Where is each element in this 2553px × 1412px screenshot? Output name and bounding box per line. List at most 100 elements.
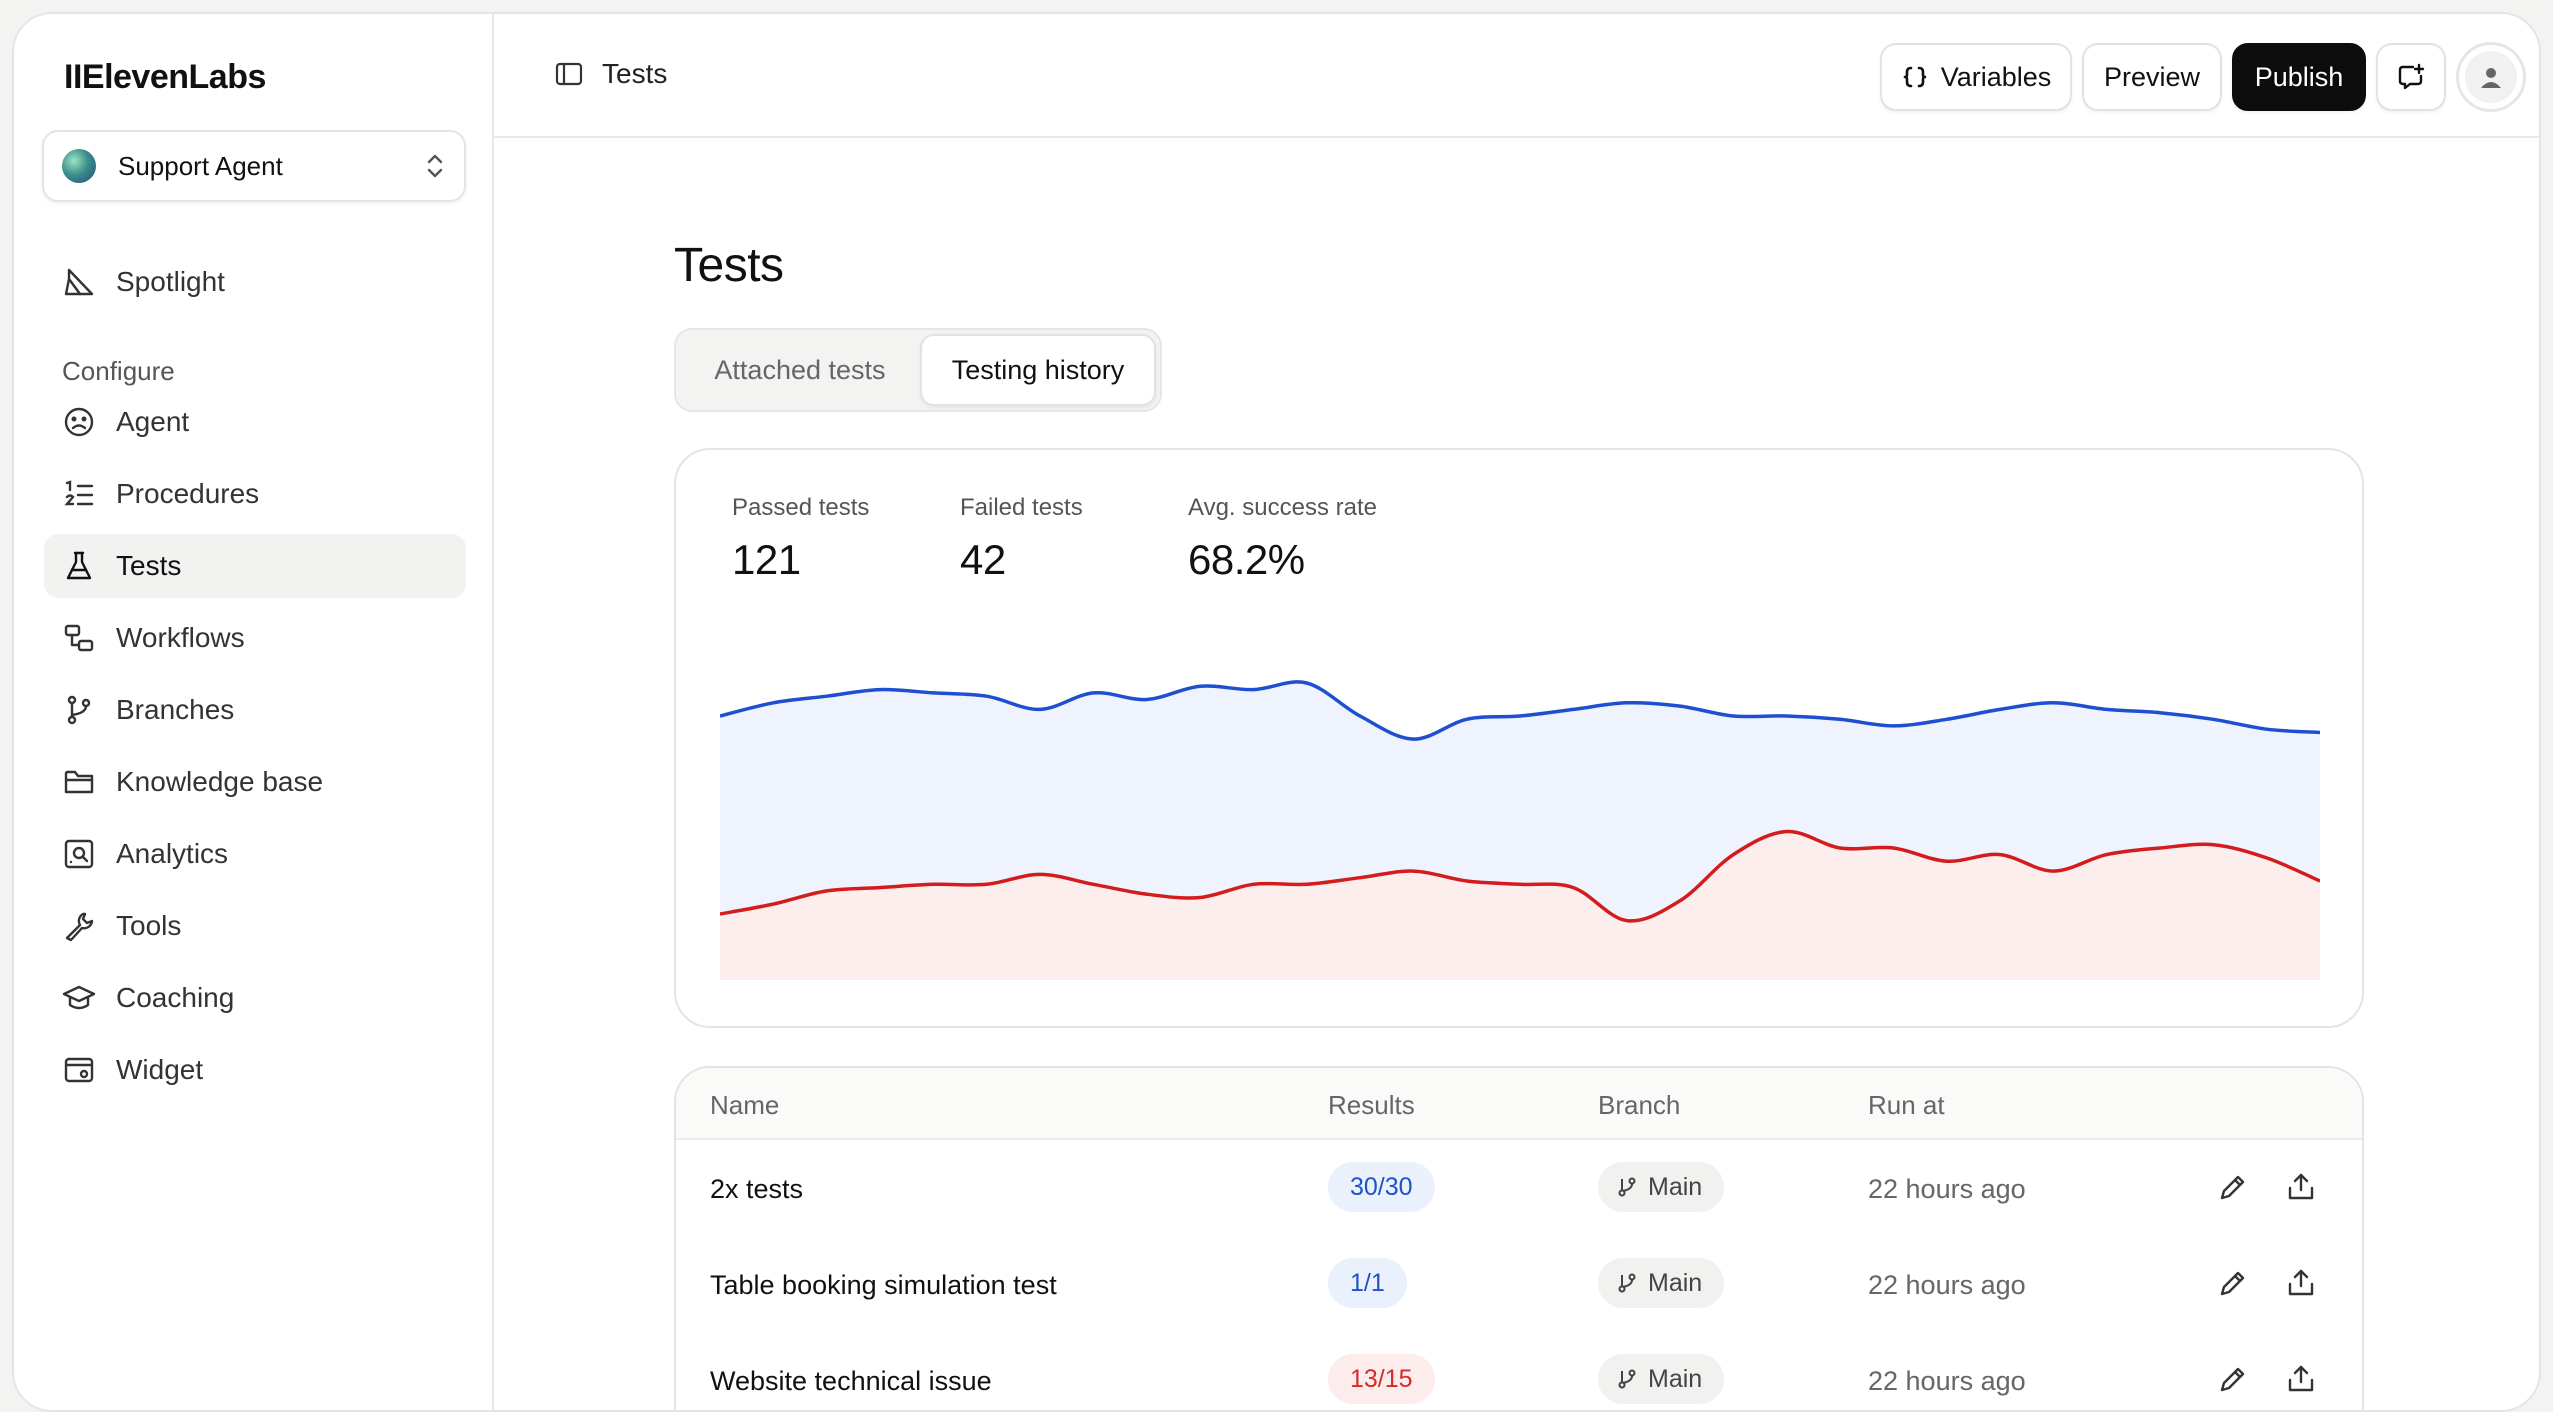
edit-icon[interactable] bbox=[2216, 1266, 2250, 1300]
variables-button-label: Variables bbox=[1940, 61, 2052, 92]
sidebar-item-analytics[interactable]: Analytics bbox=[44, 822, 466, 886]
test-runs-table: Name Results Branch Run at 2x tests 30/3… bbox=[674, 1066, 2364, 1410]
table-row[interactable]: Table booking simulation test 1/1 Main 2… bbox=[676, 1236, 2362, 1332]
stat-value: 68.2% bbox=[1188, 536, 1305, 583]
sidebar-item-workflows[interactable]: Workflows bbox=[44, 606, 466, 670]
branch-icon bbox=[1618, 1369, 1636, 1389]
publish-button[interactable]: Publish bbox=[2232, 43, 2366, 111]
stat-value: 121 bbox=[732, 536, 801, 583]
agent-name: Support Agent bbox=[118, 150, 283, 181]
sidebar-item-label: Workflows bbox=[116, 622, 245, 653]
sidebar-item-knowledge-base[interactable]: Knowledge base bbox=[44, 750, 466, 814]
stat-value: 42 bbox=[960, 536, 1006, 583]
result-badge: 1/1 bbox=[1328, 1258, 1407, 1308]
page-title: Tests bbox=[674, 239, 784, 292]
branch-label: Main bbox=[1648, 1364, 1703, 1393]
sidebar-item-label: Agent bbox=[116, 406, 190, 437]
sidebar-item-tests[interactable]: Tests bbox=[44, 534, 466, 598]
feedback-button[interactable] bbox=[2376, 43, 2446, 111]
tab-attached-tests[interactable]: Attached tests bbox=[714, 354, 886, 385]
test-name: 2x tests bbox=[710, 1174, 804, 1204]
logo: IIElevenLabs bbox=[64, 58, 266, 96]
spotlight-icon bbox=[64, 268, 94, 296]
edit-icon[interactable] bbox=[2216, 1170, 2250, 1204]
sidebar-item-widget[interactable]: Widget bbox=[44, 1038, 466, 1102]
sidebar-item-spotlight[interactable]: Spotlight bbox=[44, 250, 466, 314]
sidebar-item-branches[interactable]: Branches bbox=[44, 678, 466, 742]
sidebar-item-label: Branches bbox=[116, 694, 235, 725]
table-header: Name Results Branch Run at bbox=[676, 1068, 2362, 1140]
procedures-icon bbox=[64, 480, 94, 506]
sidebar-item-label: Analytics bbox=[116, 838, 229, 869]
test-name: Website technical issue bbox=[710, 1366, 992, 1396]
sidebar-item-label: Spotlight bbox=[116, 266, 225, 297]
upload-icon[interactable] bbox=[2284, 1362, 2318, 1396]
run-at: 22 hours ago bbox=[1868, 1270, 2026, 1300]
stat-label: Failed tests bbox=[960, 494, 1083, 521]
run-at: 22 hours ago bbox=[1868, 1174, 2026, 1204]
sidebar-item-label: Procedures bbox=[116, 478, 260, 509]
variables-button[interactable]: Variables bbox=[1880, 43, 2072, 111]
tabs: Attached tests Testing history bbox=[674, 328, 1162, 412]
stat-label: Passed tests bbox=[732, 494, 870, 521]
preview-button[interactable]: Preview bbox=[2082, 43, 2222, 111]
sidebar: IIElevenLabs Support Agent Spotlight Con… bbox=[14, 14, 494, 1410]
column-header-results[interactable]: Results bbox=[1328, 1090, 1415, 1120]
publish-button-label: Publish bbox=[2254, 61, 2344, 92]
analytics-icon bbox=[64, 839, 94, 869]
agent-selector[interactable]: Support Agent bbox=[42, 130, 466, 202]
upload-icon[interactable] bbox=[2284, 1170, 2318, 1204]
stat-failed: Failed tests 42 bbox=[960, 494, 1083, 584]
column-header-run-at[interactable]: Run at bbox=[1868, 1090, 1945, 1120]
sidebar-item-label: Tests bbox=[116, 550, 182, 581]
result-badge: 30/30 bbox=[1328, 1162, 1435, 1212]
sidebar-item-tools[interactable]: Tools bbox=[44, 894, 466, 958]
preview-button-label: Preview bbox=[2103, 61, 2201, 92]
sidebar-section-label: Configure bbox=[62, 356, 175, 386]
stats-card: Passed tests 121 Failed tests 42 Avg. su… bbox=[674, 448, 2364, 1028]
sidebar-item-agent[interactable]: Agent bbox=[44, 390, 466, 454]
breadcrumb-current: Tests bbox=[602, 58, 668, 89]
column-header-name[interactable]: Name bbox=[710, 1090, 780, 1120]
table-row[interactable]: 2x tests 30/30 Main 22 hours ago bbox=[676, 1140, 2362, 1236]
breadcrumb: Tests bbox=[554, 58, 667, 90]
user-avatar-inner bbox=[2465, 51, 2517, 103]
column-header-branch[interactable]: Branch bbox=[1598, 1090, 1681, 1120]
user-avatar[interactable] bbox=[2456, 42, 2526, 112]
sidebar-item-coaching[interactable]: Coaching bbox=[44, 966, 466, 1030]
run-at: 22 hours ago bbox=[1868, 1366, 2026, 1396]
main-content: Tests Attached tests Testing history Pas… bbox=[494, 138, 2539, 1410]
user-icon bbox=[2481, 68, 2501, 88]
agent-avatar bbox=[62, 149, 96, 183]
table-row[interactable]: Website technical issue 13/15 Main 22 ho… bbox=[676, 1332, 2362, 1410]
result-badge: 13/15 bbox=[1328, 1354, 1435, 1404]
stat-passed: Passed tests 121 bbox=[732, 494, 869, 584]
stat-label: Avg. success rate bbox=[1188, 494, 1377, 521]
sidebar-item-procedures[interactable]: Procedures bbox=[44, 462, 466, 526]
feedback-icon bbox=[2398, 63, 2425, 90]
series-line-1 bbox=[720, 829, 2320, 923]
topbar: Tests Variables Preview Publish bbox=[494, 14, 2539, 138]
braces-icon bbox=[1903, 66, 1927, 88]
tab-testing-history[interactable]: Testing history bbox=[919, 334, 1156, 406]
branch-icon bbox=[1618, 1273, 1636, 1293]
branches-icon bbox=[67, 695, 91, 725]
branch-label: Main bbox=[1648, 1172, 1703, 1201]
sidebar-item-label: Coaching bbox=[116, 982, 235, 1013]
sidebar-item-label: Tools bbox=[116, 910, 182, 941]
app-window: IIElevenLabs Support Agent Spotlight Con… bbox=[12, 12, 2541, 1412]
sidebar-toggle-icon[interactable] bbox=[554, 59, 584, 89]
sidebar-item-label: Widget bbox=[116, 1054, 204, 1085]
branch-badge: Main bbox=[1598, 1354, 1725, 1404]
test-name: Table booking simulation test bbox=[710, 1270, 1057, 1300]
branch-icon bbox=[1618, 1177, 1636, 1197]
workflows-icon bbox=[64, 624, 94, 652]
sidebar-item-label: Knowledge base bbox=[116, 766, 324, 797]
agent-icon bbox=[64, 407, 94, 437]
branch-badge: Main bbox=[1598, 1258, 1725, 1308]
widget-icon bbox=[64, 1057, 94, 1083]
edit-icon[interactable] bbox=[2216, 1362, 2250, 1396]
flask-icon bbox=[66, 551, 92, 580]
series-line-0 bbox=[720, 680, 2320, 741]
upload-icon[interactable] bbox=[2284, 1266, 2318, 1300]
